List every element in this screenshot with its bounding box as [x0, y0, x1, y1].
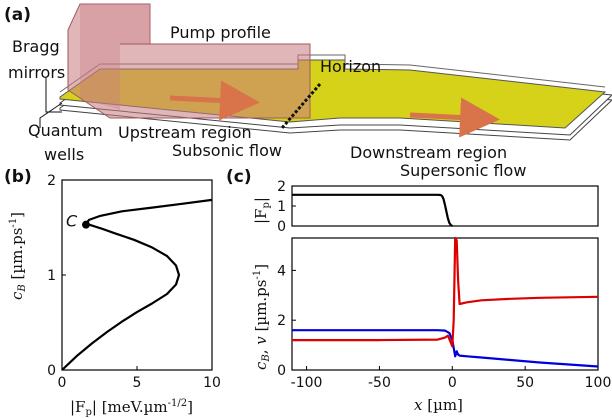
pump-profile-tall	[80, 4, 150, 110]
panel-b-label: (b)	[4, 167, 32, 187]
quantum-label-line1: Quantum	[28, 121, 103, 140]
panel-c-top-ticks: 0 1 2	[277, 179, 296, 235]
x-tick-label-c_bottom-0: -100	[291, 375, 323, 391]
panel-c: (c) 0 1 2 |Fp| 0 2 4 -100 -50 0 50 100 cB, v [µm.…	[226, 167, 611, 414]
y-tick-label-c_top-1: 1	[277, 199, 286, 215]
upstream-label: Upstream region	[118, 123, 252, 142]
subsonic-label: Subsonic flow	[172, 141, 282, 160]
panel-b-ylabel: cB [µm.ps-1]	[8, 212, 28, 300]
x-tick-label-c_bottom-2: 0	[448, 375, 457, 391]
y-tick-label-c_bottom-2: 4	[277, 263, 286, 279]
panel-c-label: (c)	[226, 167, 252, 187]
downstream-flow-arrow	[409, 97, 500, 138]
y-tick-label-b-1: 1	[47, 268, 56, 284]
quantum-pointer	[39, 102, 63, 128]
y-tick-label-c_bottom-1: 2	[277, 313, 286, 329]
panel-c-bottom-marks	[292, 236, 599, 368]
series-line-b-0	[61, 198, 213, 371]
series-line-c_bottom-v	[292, 329, 599, 368]
upstream-flow-arrow	[169, 80, 260, 121]
x-tick-label-c_bottom-3: 50	[516, 375, 534, 391]
supersonic-label: Supersonic flow	[400, 161, 526, 180]
x-tick-label-c_bottom-1: -50	[368, 375, 391, 391]
y-tick-label-c_top-0: 0	[277, 219, 286, 235]
y-tick-label-c_bottom-0: 0	[277, 363, 286, 379]
panel-c-bottom-frame	[291, 237, 599, 371]
quantum-label-line2: wells	[44, 145, 84, 164]
x-tick-label-b-0: 0	[58, 375, 67, 391]
downstream-label: Downstream region	[350, 143, 507, 162]
series-line-c_bottom-cB	[292, 236, 599, 348]
horizon-label: Horizon	[320, 57, 381, 76]
y-tick-label-b-0: 0	[47, 363, 56, 379]
panel-b-ticks: 0 1 2 0 5 10	[47, 173, 221, 391]
pump-profile-label: Pump profile	[170, 23, 271, 42]
series-line-c_top-0	[292, 193, 453, 227]
panel-b: (b) 0 1 2 0 5 10 C cB [µm.ps-1] |Fp| [meV.µm-…	[4, 167, 221, 418]
bragg-label-line1: Bragg	[12, 37, 60, 56]
panel-c-bottom-ticks: 0 2 4 -100 -50 0 50 100	[277, 263, 611, 391]
panel-a: (a) Pump profile Bragg mirrors Horizon Q…	[4, 3, 612, 180]
panel-b-marks: C	[61, 198, 213, 371]
y-tick-label-c_top-2: 2	[277, 179, 286, 195]
panel-c-bottom-ylabel: cB, v [µm.ps-1]	[252, 264, 272, 370]
panel-c-top-ylabel: |Fp|	[252, 197, 272, 224]
panel-c-top-marks	[292, 193, 453, 227]
bragg-label-line2: mirrors	[8, 63, 65, 82]
point-c-label: C	[66, 212, 78, 231]
x-tick-label-b-1: 5	[133, 375, 142, 391]
x-tick-label-b-2: 10	[203, 375, 221, 391]
panel-a-label: (a)	[4, 5, 31, 25]
point-c-marker	[82, 220, 90, 229]
panel-c-bottom-xlabel: x [µm]	[414, 396, 463, 414]
y-tick-label-b-2: 2	[47, 173, 56, 189]
bragg-pointer	[45, 78, 62, 113]
x-tick-label-c_bottom-4: 100	[585, 375, 612, 391]
panel-b-xlabel: |Fp| [meV.µm-1/2]	[70, 398, 193, 418]
